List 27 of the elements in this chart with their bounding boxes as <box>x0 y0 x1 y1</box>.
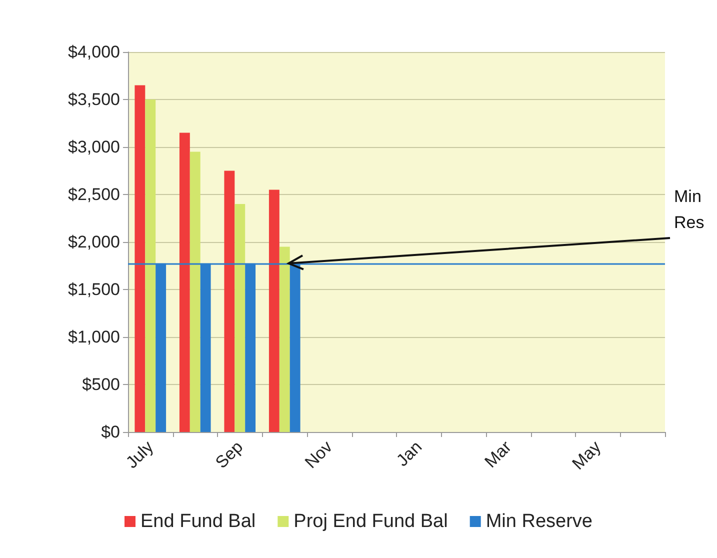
y-tick-label: $3,500 <box>68 90 120 109</box>
y-tick-label: $3,000 <box>68 138 120 156</box>
bar <box>145 100 156 432</box>
x-tick-label: Sep <box>212 437 247 472</box>
bar <box>224 170 235 432</box>
bar <box>279 246 290 432</box>
bar <box>190 152 200 432</box>
x-tick-label: Jan <box>392 437 426 470</box>
y-tick-label: $2,000 <box>68 232 120 252</box>
y-tick-label: $1,500 <box>68 280 120 299</box>
x-tick-label: July <box>122 436 158 472</box>
bar <box>234 204 246 432</box>
legend-label: Min Reserve <box>486 511 592 532</box>
y-tick-label: $0 <box>101 422 120 442</box>
x-tick-label: May <box>568 436 605 474</box>
x-tick-label: Mar <box>480 437 516 472</box>
ref-line-label: Min Res <box>674 187 704 232</box>
bar <box>134 85 146 432</box>
bar <box>179 132 190 432</box>
bar <box>268 190 280 432</box>
x-tick-label: Nov <box>301 436 336 472</box>
y-tick-label: $4,000 <box>68 42 120 62</box>
y-tick-label: $500 <box>82 375 120 394</box>
y-tick-label: $2,500 <box>68 185 120 204</box>
legend-label: Proj End Fund Bal <box>294 511 448 532</box>
legend-label: End Fund Bal <box>140 511 256 532</box>
y-tick-label: $1,000 <box>68 328 120 346</box>
